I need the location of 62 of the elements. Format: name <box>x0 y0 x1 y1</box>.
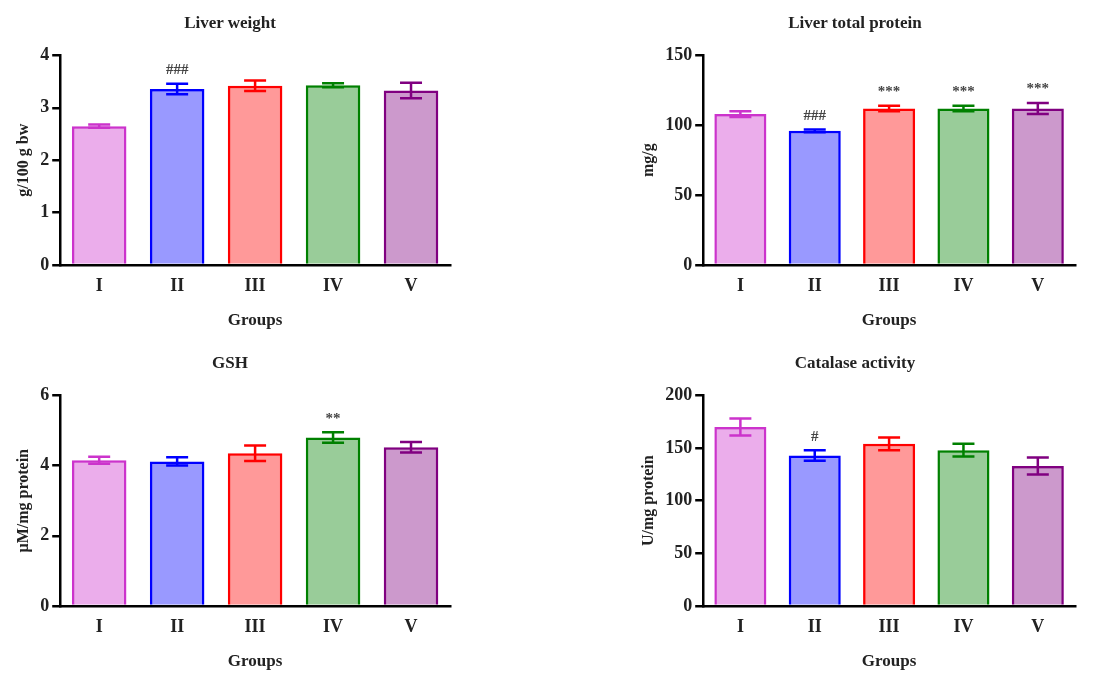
chart-title: Catalase activity <box>794 352 916 372</box>
y-axis-title: g/100 g bw <box>13 123 32 197</box>
annotation: # <box>810 427 819 444</box>
y-tick-label: 4 <box>40 454 50 475</box>
y-tick-label: 100 <box>665 489 693 510</box>
y-tick-label: 2 <box>40 148 50 169</box>
y-tick-label: 100 <box>665 113 693 134</box>
x-tick-label: IV <box>953 616 974 637</box>
x-axis-title: Groups <box>227 310 283 330</box>
y-tick-label: 1 <box>40 201 50 222</box>
x-tick-label: III <box>878 275 900 296</box>
x-tick-label: V <box>1031 275 1045 296</box>
x-tick-label: III <box>244 616 266 637</box>
x-tick-label: V <box>1031 616 1045 637</box>
y-tick-label: 4 <box>40 44 50 65</box>
x-axis-title: Groups <box>227 651 283 671</box>
x-tick-label: I <box>736 275 744 296</box>
y-tick-label: 0 <box>40 253 50 274</box>
y-tick-label: 0 <box>683 253 693 274</box>
annotation: *** <box>1026 80 1050 97</box>
annotation: *** <box>952 83 975 100</box>
x-tick-label: II <box>170 616 185 637</box>
y-tick-label: 0 <box>683 594 693 615</box>
y-tick-label: 2 <box>40 524 50 545</box>
y-tick-label: 150 <box>665 436 693 457</box>
x-tick-label: II <box>807 616 822 637</box>
x-tick-label: I <box>95 275 103 296</box>
x-tick-label: III <box>878 616 900 637</box>
annotation: ### <box>165 61 189 78</box>
annotation: *** <box>877 83 901 100</box>
annotation: ** <box>325 409 341 426</box>
y-axis-title: μM/mg protein <box>13 448 32 553</box>
y-tick-label: 3 <box>40 96 50 117</box>
x-tick-label: III <box>244 275 266 296</box>
x-tick-label: I <box>736 616 744 637</box>
x-tick-label: IV <box>323 616 344 637</box>
x-tick-label: V <box>404 616 418 637</box>
x-axis-title: Groups <box>861 310 917 330</box>
chart-title: Liver total protein <box>788 12 923 32</box>
x-tick-label: I <box>95 616 103 637</box>
chart-title: Liver weight <box>184 12 277 32</box>
x-tick-label: V <box>404 275 418 296</box>
x-axis-title: Groups <box>861 651 917 671</box>
y-tick-label: 50 <box>674 542 693 563</box>
y-tick-label: 0 <box>40 594 50 615</box>
y-axis-title: mg/g <box>638 143 657 178</box>
bar <box>714 114 767 264</box>
x-tick-label: IV <box>323 275 344 296</box>
chart-title: GSH <box>212 352 248 372</box>
annotation: ### <box>803 106 827 123</box>
x-tick-label: II <box>170 275 185 296</box>
x-tick-label: IV <box>953 275 974 296</box>
y-tick-label: 50 <box>674 183 693 204</box>
y-tick-label: 200 <box>665 384 693 405</box>
x-tick-label: II <box>807 275 822 296</box>
bar <box>937 108 990 264</box>
bar <box>863 108 916 264</box>
y-tick-label: 150 <box>665 44 693 65</box>
y-axis-title: U/mg protein <box>638 455 657 547</box>
bar <box>71 460 127 605</box>
y-tick-label: 6 <box>40 384 50 405</box>
bar <box>788 130 841 264</box>
